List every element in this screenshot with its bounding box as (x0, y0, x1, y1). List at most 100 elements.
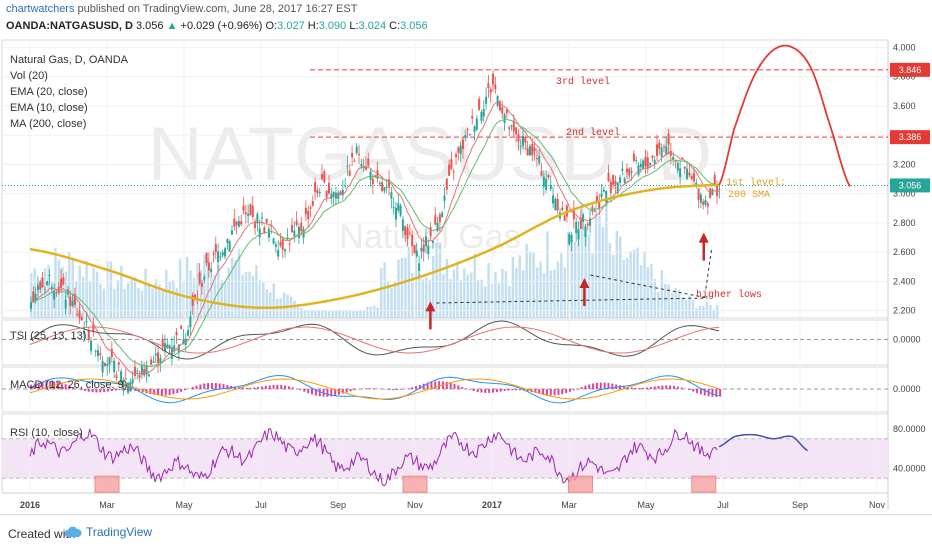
macd-histogram-bar (319, 389, 321, 396)
macd-histogram-bar (700, 389, 702, 394)
candle-body (340, 192, 342, 195)
volume-bar (557, 262, 559, 318)
volume-bar (422, 279, 424, 318)
volume-bar (179, 259, 181, 318)
candle-body (381, 182, 383, 191)
volume-bar (366, 307, 368, 318)
volume-bar (148, 283, 150, 318)
volume-bar (383, 262, 385, 318)
candle-body (418, 263, 420, 271)
x-tick-label: Mar (99, 500, 115, 510)
volume-bar (591, 254, 593, 318)
candle-body (247, 214, 249, 216)
macd-histogram-bar (438, 381, 440, 389)
candle-body (522, 136, 524, 146)
candle-body (383, 187, 385, 191)
volume-bar (151, 289, 153, 318)
candle-body (450, 159, 452, 169)
higher-lows-line (706, 250, 712, 290)
macd-histogram-bar (288, 386, 290, 389)
candle-body (240, 221, 242, 224)
macd-histogram-bar (546, 389, 548, 395)
rsi-oversold-mark (95, 476, 119, 492)
candle-body (81, 317, 83, 320)
candle-body (319, 192, 321, 193)
volume-bar (307, 310, 309, 318)
volume-bar (685, 300, 687, 318)
volume-bar (203, 255, 205, 318)
macd-histogram-bar (407, 388, 409, 389)
candle-body (219, 256, 221, 257)
volume-bar (390, 288, 392, 318)
price-tag-label: 3.846 (899, 65, 922, 75)
candle-body (263, 227, 265, 232)
candle-body (344, 185, 346, 186)
volume-bar (141, 291, 143, 318)
candle-body (457, 147, 459, 152)
x-tick-label: Sep (792, 500, 808, 510)
candle-body (249, 204, 251, 215)
volume-bar (681, 297, 683, 318)
macd-histogram-bar (311, 389, 313, 394)
candle-body (300, 223, 302, 231)
volume-bar (331, 310, 333, 318)
candle-body (517, 134, 519, 141)
macd-histogram-bar (284, 386, 286, 389)
candle-body (46, 281, 48, 285)
candle-body (76, 314, 78, 315)
candle-body (709, 188, 711, 198)
volume-bar (266, 289, 268, 318)
volume-bar (539, 262, 541, 318)
candle-body (443, 195, 445, 200)
volume-bar (231, 257, 233, 318)
volume-bar (356, 310, 358, 318)
candle-body (552, 195, 554, 203)
volume-bar (169, 281, 171, 318)
candle-body (245, 212, 247, 214)
candle-body (691, 176, 693, 179)
volume-bar (629, 251, 631, 318)
macd-histogram-bar (411, 387, 413, 389)
candle-body (277, 250, 279, 256)
volume-bar (262, 282, 264, 318)
candle-body (698, 188, 700, 200)
candle-body (633, 154, 635, 161)
candle-body (95, 351, 97, 352)
higher-lows-label: higher lows (696, 289, 762, 301)
y-tick-label: 2.400 (893, 276, 916, 286)
macd-histogram-bar (634, 388, 636, 389)
volume-bar (300, 308, 302, 318)
volume-bar (668, 285, 670, 318)
candle-body (243, 206, 245, 211)
volume-bar (172, 280, 174, 318)
volume-bar (588, 234, 590, 318)
macd-histogram-bar (369, 388, 371, 389)
macd-histogram-bar (480, 389, 482, 393)
candle-body (289, 244, 291, 245)
volume-bar (252, 276, 254, 318)
volume-bar (99, 283, 101, 318)
volume-bar (345, 310, 347, 318)
volume-bar (127, 283, 129, 318)
volume-bar (487, 263, 489, 318)
volume-bar (325, 310, 327, 318)
candle-body (564, 216, 566, 221)
macd-histogram-bar (507, 389, 509, 391)
macd-histogram-bar (573, 389, 575, 390)
candle-body (584, 226, 586, 237)
candle-body (132, 379, 134, 383)
candle-body (395, 208, 397, 220)
candle-body (621, 169, 623, 171)
macd-histogram-bar (658, 386, 660, 389)
candle-body (109, 357, 111, 365)
volume-bar (224, 282, 226, 318)
candle-body (148, 374, 150, 376)
volume-bar (709, 305, 711, 318)
candle-body (543, 177, 545, 187)
macd-histogram-bar (677, 386, 679, 389)
x-tick-label: Jul (717, 500, 729, 510)
tradingview-link[interactable]: TradingView (64, 525, 152, 539)
macd-histogram-bar (661, 386, 663, 389)
volume-bar (619, 237, 621, 318)
